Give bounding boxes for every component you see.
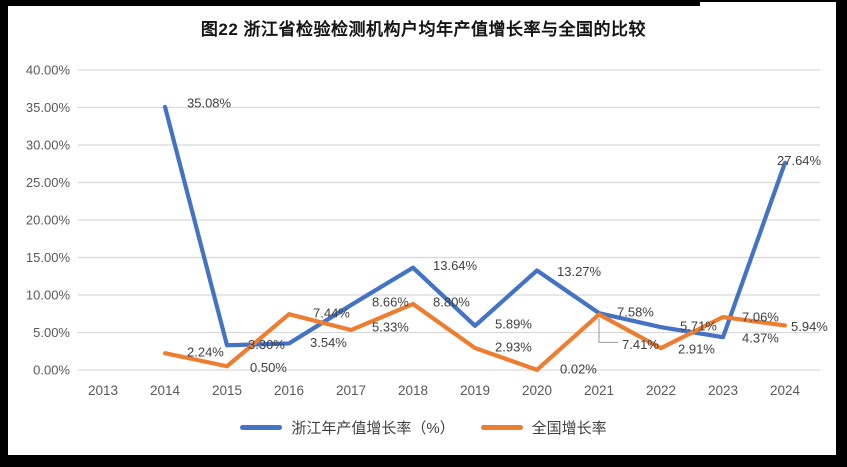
data-label: 7.41%	[622, 337, 659, 352]
y-tick-label: 30.00%	[26, 138, 71, 153]
y-tick-label: 5.00%	[33, 325, 70, 340]
data-label: 7.44%	[313, 306, 350, 321]
chart-title: 图22 浙江省检验检测机构户均年产值增长率与全国的比较	[200, 20, 647, 39]
legend-line-swatch-national	[480, 425, 523, 430]
data-label: 35.08%	[187, 95, 232, 110]
x-tick-label: 2014	[150, 383, 181, 398]
legend-item-national: 全国增长率	[480, 417, 607, 438]
data-label: 5.94%	[791, 319, 828, 334]
data-label: 13.27%	[557, 264, 602, 279]
x-tick-label: 2018	[398, 383, 428, 398]
data-label: 0.50%	[250, 360, 287, 375]
data-label: 7.58%	[617, 305, 654, 320]
chart-legend: 浙江年产值增长率（%） 全国增长率	[0, 417, 847, 438]
frame-border-left	[0, 0, 8, 467]
frame-border-top	[0, 0, 700, 6]
data-label: 2.91%	[678, 342, 715, 357]
x-tick-label: 2019	[460, 383, 490, 398]
y-axis-tick-labels: 0.00% 5.00% 10.00% 15.00% 20.00% 25.00% 30.00%…	[26, 63, 71, 378]
x-tick-label: 2017	[336, 383, 366, 398]
legend-label-national: 全国增长率	[531, 420, 607, 437]
y-tick-label: 0.00%	[33, 363, 70, 378]
series-line-zhejiang	[162, 104, 788, 348]
x-axis-tick-labels: 2013 2014 2015 2016 2017 2018 2019 2020 2021 2022…	[88, 383, 801, 398]
y-tick-label: 15.00%	[26, 250, 71, 265]
data-label: 3.54%	[310, 335, 347, 350]
data-label: 5.71%	[680, 319, 717, 334]
data-label: 2.24%	[187, 345, 224, 360]
y-tick-label: 40.00%	[26, 63, 71, 78]
x-tick-label: 2016	[274, 383, 304, 398]
data-labels-zhejiang: 35.08% 3.30% 3.54% 8.66% 13.64% 5.89% 13.27% 7.…	[187, 95, 822, 351]
data-label: 8.80%	[433, 295, 470, 310]
y-tick-label: 35.00%	[26, 100, 71, 115]
frame-border-top-thin	[0, 0, 847, 2]
x-tick-label: 2020	[522, 383, 552, 398]
frame-border-bottom	[0, 455, 847, 467]
legend-item-zhejiang: 浙江年产值增长率（%）	[240, 417, 455, 438]
x-tick-label: 2015	[212, 383, 242, 398]
gridlines	[78, 69, 820, 371]
legend-label-zhejiang: 浙江年产值增长率（%）	[291, 420, 455, 437]
x-tick-label: 2021	[584, 383, 614, 398]
data-label: 3.30%	[248, 337, 285, 352]
x-tick-label: 2022	[646, 383, 676, 398]
y-tick-label: 10.00%	[26, 288, 71, 303]
data-label: 2.93%	[495, 340, 532, 355]
data-label: 4.37%	[742, 331, 779, 346]
data-label: 5.33%	[372, 320, 409, 335]
data-label: 8.66%	[372, 295, 409, 310]
x-tick-label: 2024	[770, 383, 801, 398]
x-tick-label: 2013	[88, 383, 118, 398]
y-tick-label: 25.00%	[26, 175, 71, 190]
data-label: 13.64%	[433, 258, 478, 273]
frame-border-right	[836, 0, 847, 467]
y-tick-label: 20.00%	[26, 213, 71, 228]
data-labels-national: 2.24% 0.50% 7.44% 5.33% 8.80% 2.93% 0.02% 7.41%…	[187, 295, 828, 377]
x-tick-label: 2023	[708, 383, 738, 398]
data-label: 5.89%	[495, 316, 532, 331]
data-label: 0.02%	[560, 361, 597, 376]
label-leader-line	[598, 318, 618, 344]
data-label: 27.64%	[777, 153, 822, 168]
series-line-national	[162, 301, 788, 372]
data-label: 7.06%	[742, 310, 779, 325]
legend-line-swatch-zhejiang	[240, 425, 283, 430]
